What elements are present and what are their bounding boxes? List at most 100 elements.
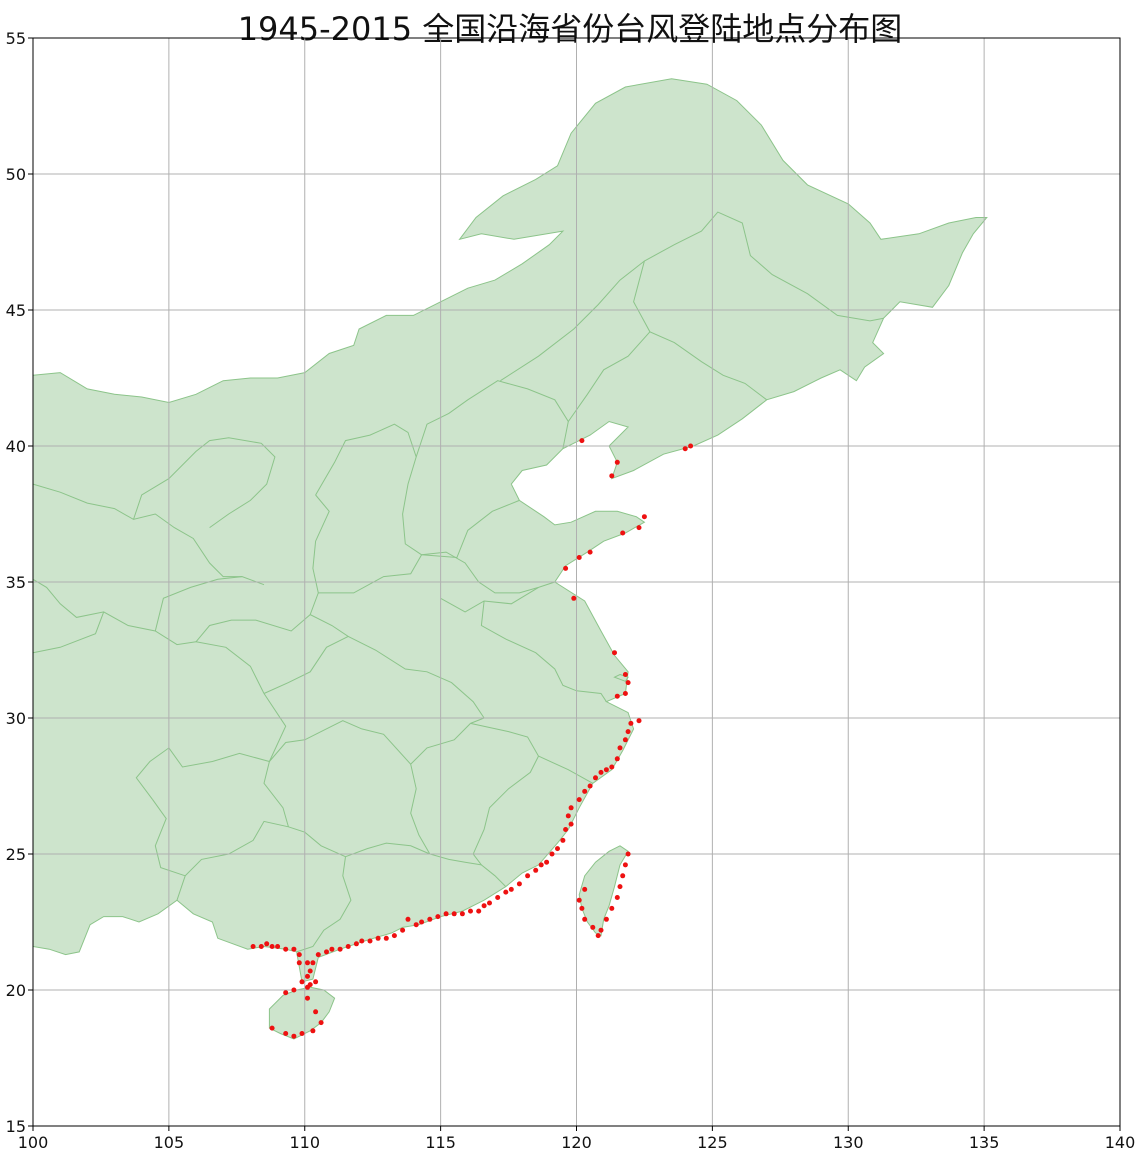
province-border-7: [567, 331, 651, 422]
province-border-16: [296, 842, 430, 953]
province-border-2: [263, 494, 350, 694]
landfall-point: [625, 729, 631, 735]
landfall-point: [383, 935, 389, 941]
landfall-point: [318, 1020, 324, 1026]
landfall-point: [324, 949, 329, 955]
landfall-point: [688, 443, 694, 449]
landfall-point: [620, 530, 626, 536]
landfall-point: [367, 938, 373, 944]
landfall-point: [576, 797, 582, 803]
landfall-point: [622, 691, 628, 696]
landfall-point: [622, 737, 628, 743]
landfall-point: [296, 952, 302, 958]
landfall-point: [299, 979, 305, 985]
landfall-point: [617, 745, 623, 751]
landfall-point: [560, 837, 566, 843]
landfall-point: [628, 720, 634, 726]
landfall-point: [427, 916, 433, 922]
landfall-point: [603, 767, 609, 773]
x-tick-label: 115: [425, 1133, 456, 1152]
x-tick-label: 105: [154, 1133, 185, 1152]
landfall-point: [609, 905, 615, 911]
province-border-9: [421, 499, 520, 559]
landfall-point: [563, 565, 569, 571]
landfall-point: [283, 1031, 289, 1036]
landfall-point: [565, 813, 571, 819]
landfall-point: [264, 941, 270, 947]
y-tick-label: 50: [6, 165, 26, 184]
landfall-point: [538, 862, 544, 868]
landfall-point: [487, 900, 492, 906]
landfall-point: [451, 911, 457, 917]
y-tick-label: 35: [6, 573, 26, 592]
grid-layer: [32, 37, 1121, 1127]
province-border-22: [195, 614, 311, 643]
land-region-1: [268, 986, 336, 1040]
landfall-point: [250, 944, 256, 949]
landfall-point: [305, 995, 310, 1001]
province-border-23: [154, 576, 243, 632]
landfall-point: [296, 960, 302, 966]
landfall-point: [315, 952, 321, 958]
landfall-point: [612, 650, 617, 656]
land-region-2: [578, 845, 629, 937]
province-border-6: [633, 260, 768, 401]
landfall-point: [313, 979, 319, 985]
landfall-point: [579, 438, 585, 444]
landfall-point: [275, 944, 281, 949]
province-border-8: [421, 551, 555, 594]
landfall-point: [682, 446, 688, 452]
landfall-point: [533, 867, 539, 873]
landfall-point: [555, 846, 560, 852]
province-border-layer: [32, 211, 884, 953]
province-border-19: [135, 693, 287, 800]
landfall-point: [503, 889, 509, 895]
province-border-17: [176, 820, 346, 901]
landfall-point: [307, 968, 313, 974]
province-border-14: [538, 755, 594, 784]
landfall-point: [305, 973, 310, 979]
landfall-point: [299, 1031, 305, 1036]
landfall-point: [359, 938, 365, 944]
x-tick-label: 135: [969, 1133, 1000, 1152]
landfall-point: [568, 805, 574, 811]
x-tick-label: 140: [1105, 1133, 1136, 1152]
landfall-point: [614, 895, 620, 900]
landfall-point: [595, 933, 601, 939]
landfall-point: [291, 1033, 297, 1039]
x-axis-ticks: 100 105 110 115 120 125 130 135 140: [18, 1126, 1136, 1152]
province-border-10: [347, 635, 485, 724]
landfall-point: [391, 933, 397, 939]
y-tick-label: 30: [6, 709, 26, 728]
map-title: 1945-2015 全国沿海省份台风登陆地点分布图: [237, 10, 903, 48]
landfall-point: [620, 873, 626, 879]
landfall-point: [419, 919, 425, 925]
landfall-point: [587, 549, 593, 555]
landfall-point: [622, 862, 628, 868]
landfall-point: [353, 941, 359, 947]
x-tick-label: 110: [289, 1133, 320, 1152]
y-tick-label: 20: [6, 981, 26, 1000]
landfall-point: [614, 693, 620, 699]
landfall-point: [310, 1028, 316, 1034]
y-tick-label: 40: [6, 437, 26, 456]
landfall-point: [571, 595, 577, 601]
landfall-point: [269, 944, 275, 949]
province-border-1: [133, 437, 276, 529]
landfall-point: [636, 718, 642, 724]
province-border-3: [315, 423, 423, 594]
landfall-point: [481, 903, 487, 909]
landfall-point: [283, 990, 289, 996]
landfall-point: [598, 927, 604, 933]
y-tick-label: 45: [6, 301, 26, 320]
x-tick-label: 130: [833, 1133, 864, 1152]
landfall-point: [576, 555, 582, 560]
landfall-point: [544, 859, 550, 865]
landfall-point: [593, 775, 598, 781]
landfall-point: [258, 944, 264, 949]
landfall-point: [305, 984, 310, 990]
province-border-15: [410, 723, 482, 866]
landfall-point: [625, 680, 631, 686]
province-border-12: [480, 600, 607, 702]
